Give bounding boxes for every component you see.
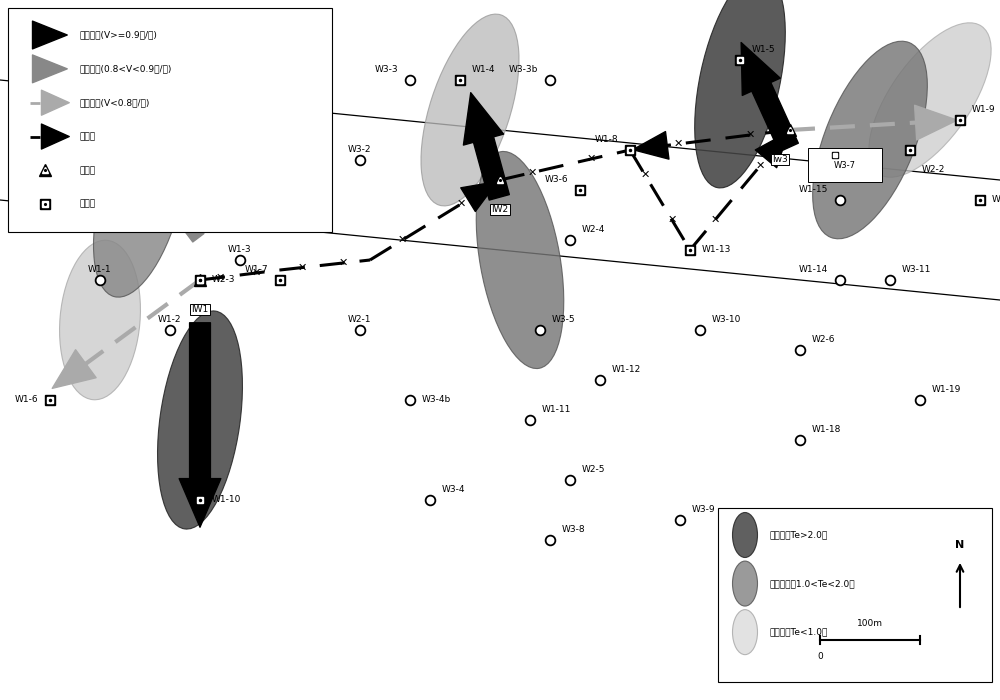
Ellipse shape: [732, 512, 758, 557]
Text: W1-13: W1-13: [702, 246, 731, 255]
Text: W1-11: W1-11: [542, 405, 571, 414]
Text: ✕: ✕: [673, 139, 683, 149]
Text: IW1: IW1: [191, 305, 209, 314]
Text: IW2: IW2: [491, 205, 509, 214]
Text: 强连通（Te>2.0）: 强连通（Te>2.0）: [770, 531, 828, 540]
Text: W1-5: W1-5: [752, 46, 776, 55]
Text: W1-15: W1-15: [799, 186, 828, 195]
Text: W3-5: W3-5: [552, 316, 576, 325]
Ellipse shape: [476, 151, 564, 369]
Text: W1-10: W1-10: [212, 496, 241, 505]
Ellipse shape: [158, 311, 242, 529]
Text: 弱连通（Te<1.0）: 弱连通（Te<1.0）: [770, 628, 828, 636]
Text: 不见剂: 不见剂: [80, 132, 96, 141]
Text: W2-1: W2-1: [348, 316, 372, 325]
Text: 低速见剂(V<0.8米/天): 低速见剂(V<0.8米/天): [80, 98, 150, 107]
Text: W3-1: W3-1: [152, 165, 176, 174]
Text: ✕: ✕: [528, 167, 537, 178]
Ellipse shape: [732, 561, 758, 606]
Text: W1-2: W1-2: [158, 316, 182, 325]
Text: ✕: ✕: [47, 130, 55, 141]
Text: 监测井: 监测井: [80, 199, 96, 209]
Text: W1-8: W1-8: [594, 136, 618, 144]
Text: W2-2: W2-2: [922, 165, 945, 174]
Ellipse shape: [695, 0, 785, 188]
Text: W3-2: W3-2: [348, 146, 372, 155]
Text: ✕: ✕: [640, 170, 650, 180]
Ellipse shape: [60, 240, 140, 400]
Ellipse shape: [869, 23, 991, 177]
Ellipse shape: [732, 610, 758, 655]
Text: W3-8: W3-8: [562, 526, 586, 535]
Text: W1-3: W1-3: [228, 246, 252, 255]
Text: W1-18: W1-18: [812, 426, 841, 435]
Text: ✕: ✕: [667, 215, 677, 225]
Text: W1-14: W1-14: [799, 265, 828, 274]
Text: 高速见剂(V>=0.9米/天): 高速见剂(V>=0.9米/天): [80, 31, 158, 39]
Text: W1-6: W1-6: [14, 395, 38, 405]
Text: 100m: 100m: [857, 619, 883, 628]
Text: W3-6: W3-6: [544, 176, 568, 185]
Text: W3-4: W3-4: [442, 486, 466, 494]
Ellipse shape: [421, 14, 519, 206]
Text: ✕: ✕: [215, 272, 225, 283]
Text: W1-9: W1-9: [972, 106, 996, 115]
Text: W1-17: W1-17: [772, 526, 801, 535]
Text: W3-9: W3-9: [692, 505, 716, 514]
Text: ✕: ✕: [251, 268, 261, 278]
Ellipse shape: [813, 41, 927, 239]
FancyBboxPatch shape: [808, 148, 882, 182]
Text: W1-1: W1-1: [88, 265, 112, 274]
Text: N: N: [955, 540, 965, 550]
Text: W2-3: W2-3: [212, 276, 236, 284]
Text: ✕: ✕: [298, 262, 307, 272]
Text: 中速见剂(0.8<V<0.9米/天): 中速见剂(0.8<V<0.9米/天): [80, 64, 172, 74]
Text: 0: 0: [817, 652, 823, 661]
Text: W3-11: W3-11: [902, 265, 931, 274]
Text: W1-19: W1-19: [932, 386, 961, 395]
Text: W1-7: W1-7: [244, 265, 268, 274]
Text: W3-10: W3-10: [712, 316, 741, 325]
Text: W3-3b: W3-3b: [509, 66, 538, 74]
Text: ✕: ✕: [586, 154, 596, 164]
Text: W1-4: W1-4: [472, 66, 496, 74]
Text: 注剂井: 注剂井: [80, 166, 96, 175]
Text: W1-12: W1-12: [612, 365, 641, 375]
Text: ✕: ✕: [398, 235, 407, 245]
Text: W3-3: W3-3: [374, 66, 398, 74]
Text: ✕: ✕: [338, 258, 348, 268]
Text: W3-4b: W3-4b: [422, 395, 451, 405]
FancyBboxPatch shape: [718, 508, 992, 682]
Text: W2-6: W2-6: [812, 335, 836, 344]
Text: ✕: ✕: [745, 130, 755, 140]
Text: W2-5: W2-5: [582, 466, 606, 475]
Ellipse shape: [93, 103, 187, 297]
Text: ✕: ✕: [710, 215, 720, 225]
Text: ✕: ✕: [456, 199, 466, 209]
Text: 中等连通（1.0<Te<2.0）: 中等连通（1.0<Te<2.0）: [770, 579, 856, 588]
FancyBboxPatch shape: [8, 8, 332, 232]
Text: Iw3: Iw3: [772, 155, 788, 164]
Text: W1-16: W1-16: [992, 195, 1000, 204]
Text: ✕: ✕: [755, 161, 765, 171]
Text: W2-4: W2-4: [582, 225, 605, 234]
Text: W3-7: W3-7: [834, 160, 856, 169]
